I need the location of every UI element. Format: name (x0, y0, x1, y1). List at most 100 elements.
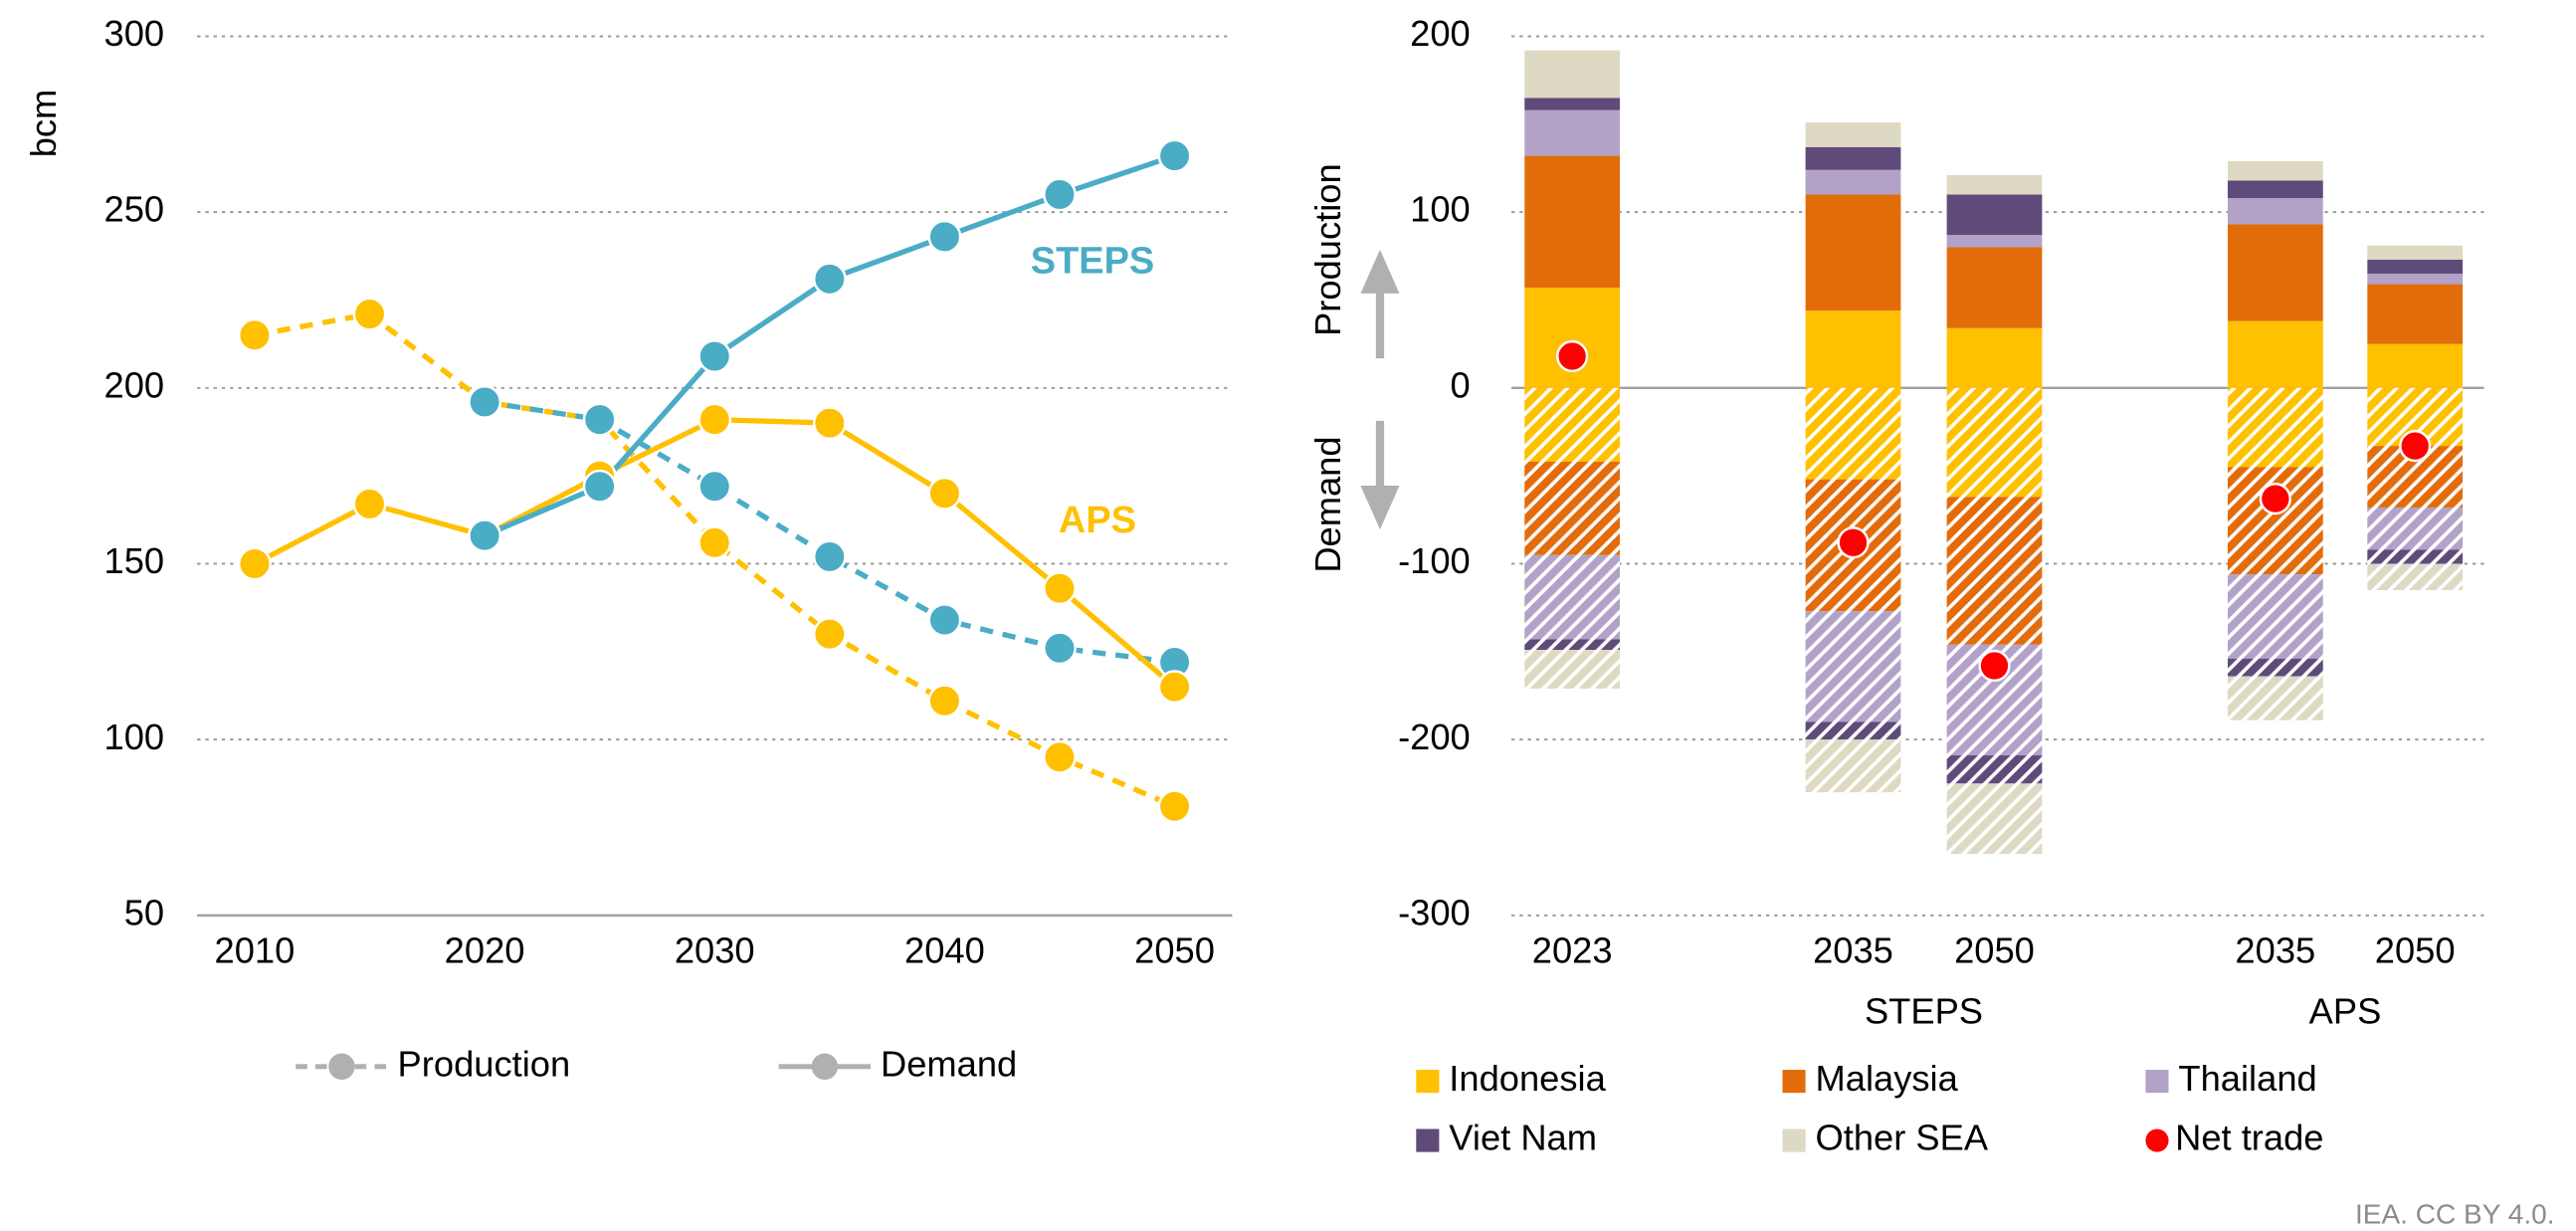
y-tick-label: -200 (1398, 717, 1471, 757)
line-marker (582, 402, 617, 437)
line-marker (697, 339, 732, 373)
net-trade-marker (2399, 430, 2432, 463)
line-marker (812, 539, 847, 574)
legend-label: Thailand (2178, 1058, 2316, 1099)
bar-segment-demand (2227, 676, 2323, 720)
bar-segment-demand (1946, 497, 2043, 645)
y-tick-label: 0 (1451, 364, 1471, 405)
line-marker (1043, 631, 1077, 666)
y-tick-label: 150 (104, 540, 165, 581)
axis-label-up: Production (1307, 163, 1348, 336)
bar-segment-demand (1524, 554, 1621, 640)
x-tick-label: 2020 (445, 929, 525, 970)
x-tick-label: 2050 (2375, 929, 2456, 970)
bar-segment (1946, 327, 2043, 388)
line-marker (352, 297, 387, 331)
y-tick-label: 300 (104, 13, 165, 54)
legend-label: Net trade (2175, 1118, 2323, 1158)
group-label: STEPS (1865, 990, 1983, 1031)
bar-segment (2227, 224, 2323, 321)
bar-segment-demand (1805, 739, 1901, 793)
line-marker (697, 469, 732, 504)
y-tick-label: 250 (104, 189, 165, 230)
bar-segment (2367, 245, 2464, 260)
legend-swatch (2145, 1070, 2169, 1094)
line-marker (1157, 789, 1192, 824)
arrow-up (1360, 249, 1400, 359)
legend-item: Demand (778, 1043, 1017, 1084)
line-marker (697, 402, 732, 437)
bar-segment (2367, 284, 2464, 344)
legend-marker (328, 1053, 355, 1080)
y-tick-label: -100 (1398, 540, 1471, 581)
line-marker (927, 684, 962, 718)
group-label: APS (2309, 990, 2382, 1031)
bar-segment-demand (1946, 387, 2043, 498)
line-marker (582, 469, 617, 504)
bar-segment (2367, 273, 2464, 285)
legend-item: Production (296, 1043, 570, 1084)
legend-item: Viet Nam (1416, 1118, 1597, 1158)
legend-marker (811, 1053, 839, 1080)
bar-segment-demand (1524, 650, 1621, 689)
bar-segment (2367, 343, 2464, 388)
x-tick-label: 2050 (1134, 929, 1215, 970)
bar-segment-demand (1946, 755, 2043, 784)
x-tick-label: 2023 (1532, 929, 1613, 970)
bar-segment (1946, 175, 2043, 195)
bar-segment-demand (1805, 611, 1901, 722)
legend-item: Malaysia (1782, 1058, 1959, 1099)
x-tick-label: 2035 (2235, 929, 2315, 970)
line-marker (352, 487, 387, 521)
y-tick-label: 100 (104, 717, 165, 757)
net-trade-marker (1837, 526, 1870, 559)
bar-segment-demand (1805, 721, 1901, 740)
bar-segment (1946, 194, 2043, 236)
legend-item: Indonesia (1416, 1058, 1607, 1099)
line-marker (697, 525, 732, 560)
y-axis-label: bcm (23, 90, 64, 158)
legend-swatch (1782, 1128, 1806, 1152)
axis-label-down: Demand (1307, 436, 1348, 572)
line-marker (927, 476, 962, 511)
bar-segment (1524, 288, 1621, 388)
net-trade-marker (2259, 483, 2291, 515)
bar-segment (1524, 50, 1621, 99)
line-marker (1157, 670, 1192, 705)
bar-segment (1805, 169, 1901, 195)
line-marker (468, 385, 502, 419)
legend-label: Malaysia (1816, 1058, 1959, 1099)
bar-segment (1805, 194, 1901, 311)
x-tick-label: 2035 (1813, 929, 1893, 970)
annotation: APS (1059, 500, 1136, 541)
net-trade-marker (1978, 649, 2011, 683)
bar-segment-demand (2227, 658, 2323, 677)
line-marker (468, 518, 502, 553)
legend-label: Indonesia (1449, 1058, 1606, 1099)
legend-label: Other SEA (1816, 1118, 1989, 1158)
legend-label: Production (398, 1043, 571, 1084)
bar-segment (1524, 98, 1621, 110)
x-tick-label: 2040 (904, 929, 985, 970)
bar-segment-demand (2367, 549, 2464, 564)
bar-segment (2227, 160, 2323, 181)
net-trade-marker (1556, 339, 1589, 373)
line-marker (1043, 177, 1077, 212)
annotation: STEPS (1031, 240, 1155, 282)
y-tick-label: 50 (124, 892, 164, 932)
bar-segment (1946, 247, 2043, 328)
bar-segment (2227, 180, 2323, 199)
legend-label: Demand (881, 1043, 1017, 1084)
line-marker (812, 262, 847, 297)
legend-item: Net trade (2145, 1118, 2323, 1158)
y-tick-label: 100 (1410, 189, 1471, 230)
x-tick-label: 2050 (1954, 929, 2035, 970)
bar-segment-demand (1524, 462, 1621, 555)
bar-segment (1805, 146, 1901, 170)
legend-marker (2145, 1128, 2169, 1152)
bar-segment (1524, 109, 1621, 156)
bar-segment (2367, 259, 2464, 274)
bar-segment-demand (1946, 783, 2043, 854)
arrow-down (1360, 420, 1400, 530)
